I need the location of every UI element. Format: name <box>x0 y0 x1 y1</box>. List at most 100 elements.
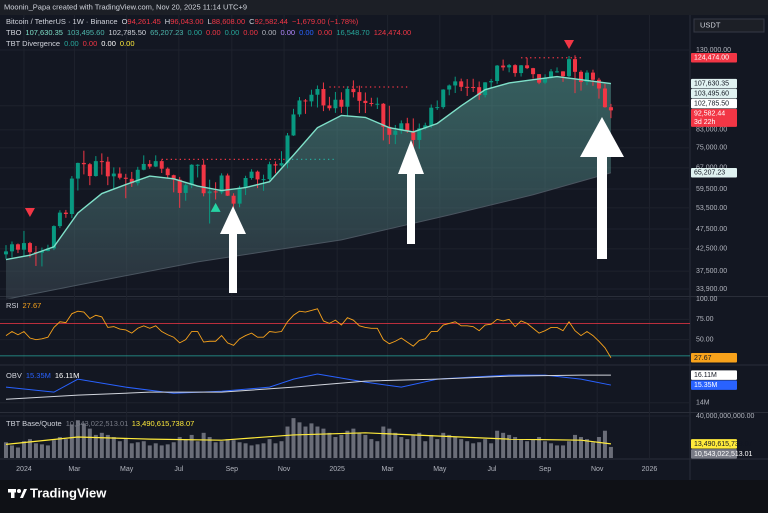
candle-body <box>578 71 583 83</box>
candle-body <box>99 161 104 163</box>
bar <box>441 432 446 458</box>
signal <box>564 39 575 49</box>
bar <box>608 446 613 458</box>
logo-mark <box>17 489 21 493</box>
bar <box>423 441 428 458</box>
legend-value: 102,785.50 <box>109 28 147 37</box>
bar <box>369 439 374 458</box>
bar <box>9 445 14 458</box>
candle-body <box>327 105 332 109</box>
logo-mark <box>11 489 15 498</box>
candle-body <box>561 71 566 77</box>
price-label: 16.11M <box>694 372 717 379</box>
bar <box>393 432 398 458</box>
bar <box>525 441 530 458</box>
candle-body <box>51 226 56 249</box>
legend-row: RSI 27.67 <box>6 301 41 310</box>
bar <box>177 437 182 458</box>
x-tick-label: Sep <box>226 466 239 473</box>
candle-body <box>429 107 434 126</box>
candle-body <box>423 125 428 129</box>
candle-body <box>45 248 50 251</box>
credit-bar <box>0 0 768 15</box>
price-label: 103,495.60 <box>694 91 729 98</box>
candle-body <box>435 107 440 109</box>
ohlc-value: 94,261.45 <box>127 17 160 26</box>
candle-body <box>15 244 20 250</box>
candle-body <box>237 187 242 204</box>
bar <box>501 432 506 458</box>
legend-value: 0.00 <box>187 28 202 37</box>
candle-body <box>501 65 506 68</box>
y-tick-label: 130,000.00 <box>696 47 731 54</box>
brand: TradingView <box>30 485 107 500</box>
y-tick-label: 75,000.00 <box>696 145 727 152</box>
candle-body <box>315 89 320 95</box>
legend-value: 0.00 <box>83 39 98 48</box>
candle-body <box>405 123 410 132</box>
bar <box>375 441 380 458</box>
bar <box>381 426 386 458</box>
candle-body <box>411 131 416 140</box>
arrow <box>398 140 424 244</box>
candle-body <box>189 164 194 186</box>
legend-name: OBV <box>6 371 22 380</box>
candle-body <box>495 65 500 82</box>
candle-body <box>519 65 524 74</box>
bar <box>519 439 524 458</box>
bar <box>219 441 224 458</box>
bar <box>57 437 62 458</box>
ohlc-value: 88,608.00 <box>212 17 245 26</box>
bar <box>596 437 601 458</box>
candle-body <box>75 162 80 179</box>
legend-value: 0.00 <box>120 39 135 48</box>
bar <box>417 432 422 458</box>
candle-body <box>255 171 260 180</box>
bar <box>207 437 212 458</box>
x-tick-label: Jul <box>488 466 497 473</box>
bar <box>111 437 116 458</box>
candle-body <box>525 65 530 69</box>
candle-body <box>291 114 296 136</box>
price-label-box <box>691 167 737 178</box>
bar <box>267 439 272 458</box>
bar <box>555 445 560 458</box>
bar <box>303 426 308 458</box>
bar <box>345 430 350 458</box>
candle-body <box>27 243 32 253</box>
candle-body <box>141 163 146 170</box>
bar <box>75 420 80 458</box>
bar <box>291 418 296 458</box>
bar <box>297 422 302 458</box>
annotation-arrows <box>220 117 624 293</box>
candle-body <box>381 103 386 127</box>
bar <box>201 432 206 458</box>
bar <box>189 434 194 458</box>
bar <box>561 445 566 458</box>
candle-body <box>231 195 236 204</box>
candle-body <box>573 59 577 72</box>
candle-body <box>147 163 152 167</box>
x-tick-label: Mar <box>382 466 395 473</box>
legend-value: 16.11M <box>55 371 79 380</box>
bar <box>261 443 266 458</box>
bar <box>399 437 404 458</box>
bar <box>333 437 338 458</box>
candle-body <box>213 191 218 193</box>
price-label: 92,582.44 <box>694 111 725 118</box>
candle-body <box>489 81 494 83</box>
x-tick-label: May <box>120 466 134 473</box>
x-tick-label: 2025 <box>329 466 345 473</box>
bar <box>153 443 158 458</box>
bar <box>225 439 230 458</box>
bar <box>531 439 536 458</box>
bar <box>495 430 500 458</box>
bar <box>63 439 68 458</box>
candle-body <box>39 250 44 253</box>
x-tick-label: 2026 <box>642 466 658 473</box>
ohlc-key: O <box>122 17 128 26</box>
candle-body <box>471 86 476 88</box>
bar <box>159 445 164 458</box>
bar <box>465 441 470 458</box>
bar <box>537 437 542 458</box>
